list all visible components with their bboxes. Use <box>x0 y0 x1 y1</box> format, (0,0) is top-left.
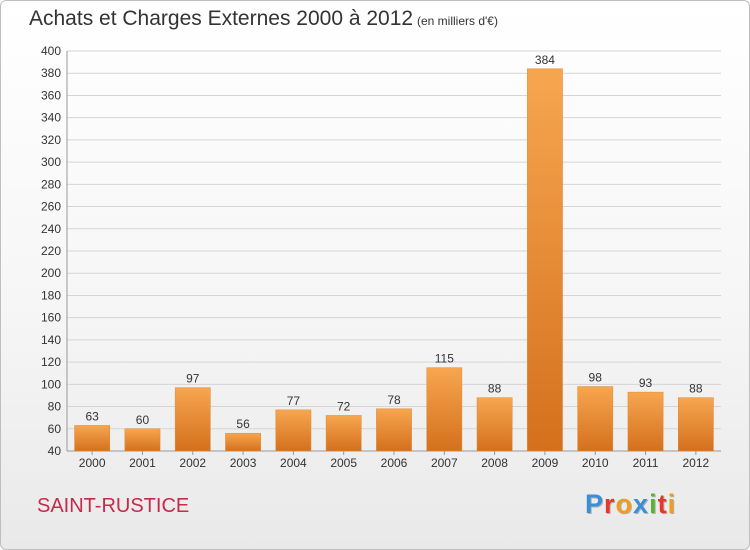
chart-title: Achats et Charges Externes 2000 à 2012 <box>29 7 414 30</box>
y-tick-label: 200 <box>41 266 61 280</box>
x-tick-label: 2002 <box>179 456 206 470</box>
x-tick-label: 2004 <box>280 456 307 470</box>
bar-2011 <box>627 391 664 452</box>
logo-letter: o <box>615 489 634 519</box>
data-label: 77 <box>287 394 301 408</box>
logo-letter: i <box>667 489 677 519</box>
x-tick-label: 2009 <box>532 456 559 470</box>
y-tick-label: 80 <box>48 400 62 414</box>
y-tick-label: 60 <box>48 422 62 436</box>
x-tick-label: 2007 <box>431 456 458 470</box>
y-tick-label: 300 <box>41 155 61 169</box>
y-tick-label: 180 <box>41 288 61 302</box>
y-tick-label: 100 <box>41 377 61 391</box>
y-tick-label: 160 <box>41 311 61 325</box>
x-tick-label: 2006 <box>381 456 408 470</box>
commune-name: SAINT-RUSTICE <box>37 495 190 517</box>
data-label: 63 <box>85 409 99 423</box>
y-tick-label: 320 <box>41 133 61 147</box>
bar-2005 <box>325 415 362 452</box>
y-tick-label: 340 <box>41 111 61 125</box>
bar-2012 <box>677 397 714 452</box>
chart-subtitle: (en milliers d'€) <box>417 14 498 28</box>
y-tick-label: 400 <box>41 44 61 58</box>
data-label: 97 <box>186 372 200 386</box>
data-label: 60 <box>136 413 150 427</box>
data-label: 93 <box>639 376 653 390</box>
y-tick-label: 140 <box>41 333 61 347</box>
data-label: 88 <box>488 382 502 396</box>
data-label: 98 <box>589 371 603 385</box>
logo-letter: r <box>604 489 616 519</box>
data-label: 78 <box>387 393 401 407</box>
grid-lines <box>67 50 721 452</box>
x-tick-label: 2011 <box>633 456 659 470</box>
logo-letter: t <box>657 489 668 519</box>
x-tick-label: 2008 <box>481 456 508 470</box>
y-tick-label: 380 <box>41 66 61 80</box>
bar-2009 <box>527 68 563 452</box>
data-label: 56 <box>236 417 250 431</box>
bar-2003 <box>225 432 261 452</box>
bar-2007 <box>426 367 463 452</box>
bar-2010 <box>577 386 614 452</box>
data-labels: 63 60 97 56 77 72 78 115 88 384 98 93 88 <box>85 53 702 431</box>
data-label: 115 <box>435 352 454 366</box>
data-label: 88 <box>689 382 703 396</box>
x-tick-label: 2003 <box>230 456 257 470</box>
x-tick-label: 2000 <box>79 456 106 470</box>
y-tick-label: 360 <box>41 88 61 102</box>
bar-2000 <box>74 425 111 452</box>
bar-2006 <box>376 408 412 452</box>
y-tick-label: 260 <box>41 200 61 214</box>
x-tick-label: 2012 <box>682 456 709 470</box>
y-tick-label: 40 <box>48 444 62 458</box>
logo-letter: P <box>585 489 605 519</box>
bar-2004 <box>275 409 312 452</box>
x-tick-label: 2005 <box>330 456 357 470</box>
proxiti-logo[interactable]: Proxiti <box>585 489 676 520</box>
y-tick-label: 120 <box>41 355 61 369</box>
logo-letter: i <box>649 489 658 519</box>
y-tick-label: 240 <box>41 222 61 236</box>
data-label: 72 <box>337 399 351 413</box>
bar-2002 <box>174 387 211 452</box>
x-tick-label: 2010 <box>582 456 609 470</box>
y-tick-label: 280 <box>41 177 61 191</box>
bar-2008 <box>476 397 513 452</box>
bars <box>74 68 714 452</box>
x-tick-label: 2001 <box>129 456 156 470</box>
bar-2001 <box>124 428 161 452</box>
y-tick-label: 220 <box>41 244 61 258</box>
axes: 40 60 80 100 120 140 160 180 200 220 240 260 280 300 3… <box>41 44 721 470</box>
data-label: 384 <box>535 53 555 67</box>
logo-letter: x <box>633 489 650 519</box>
